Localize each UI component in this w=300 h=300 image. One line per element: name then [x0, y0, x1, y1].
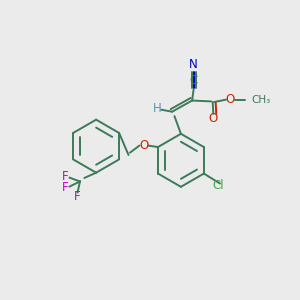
Text: O: O: [209, 112, 218, 125]
Text: H: H: [152, 102, 161, 115]
Text: O: O: [139, 139, 148, 152]
Text: Cl: Cl: [213, 179, 224, 192]
Text: C: C: [190, 74, 198, 87]
Text: CH₃: CH₃: [251, 94, 270, 105]
Text: F: F: [74, 190, 80, 203]
Text: N: N: [189, 58, 198, 71]
Text: F: F: [62, 170, 68, 183]
Text: O: O: [226, 93, 235, 106]
Text: F: F: [62, 182, 68, 194]
